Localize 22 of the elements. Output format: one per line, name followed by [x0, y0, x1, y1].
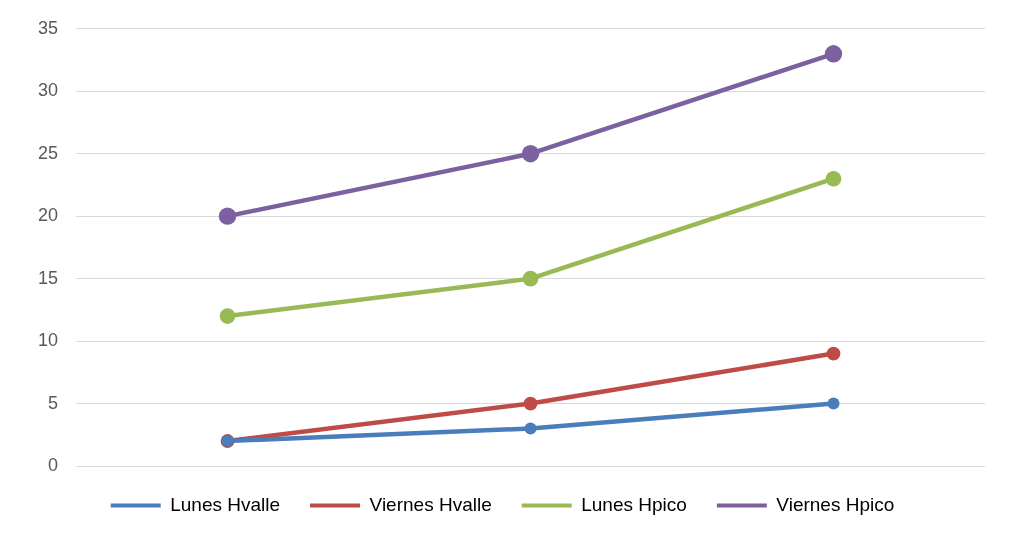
y-tick-label: 35 — [37, 17, 59, 38]
point — [826, 346, 841, 361]
point — [523, 396, 538, 411]
point — [521, 145, 540, 163]
y-tick-label: 10 — [37, 330, 59, 351]
y-tick-label: 15 — [37, 267, 59, 288]
point — [522, 270, 539, 287]
legend-label: Lunes Hvalle — [170, 493, 281, 515]
point — [825, 170, 842, 187]
point — [218, 207, 237, 225]
legend-label: Viernes Hpico — [776, 493, 895, 515]
point — [524, 422, 537, 435]
point — [827, 397, 840, 410]
legend-label: Lunes Hpico — [581, 493, 687, 515]
y-tick-label: 20 — [37, 205, 59, 226]
y-tick-label: 0 — [48, 454, 59, 475]
point — [824, 45, 843, 63]
legend-label: Viernes Hvalle — [369, 493, 492, 515]
y-tick-label: 30 — [37, 80, 59, 101]
y-tick-label: 25 — [37, 142, 59, 163]
y-tick-label: 5 — [48, 392, 59, 413]
point — [219, 308, 236, 324]
